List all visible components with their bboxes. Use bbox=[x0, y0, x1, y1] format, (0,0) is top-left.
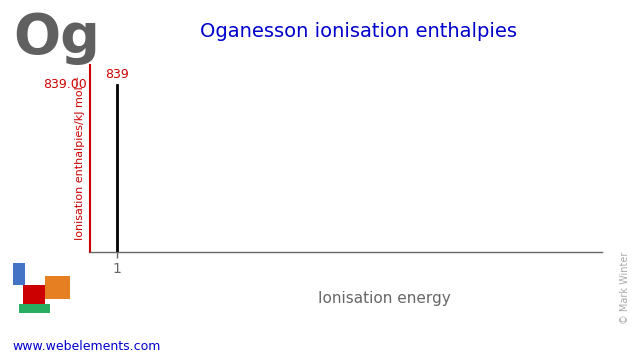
Y-axis label: Ionisation enthalpies/kJ mol⁻¹: Ionisation enthalpies/kJ mol⁻¹ bbox=[76, 76, 85, 240]
Bar bbox=[19, 304, 51, 314]
Text: 839: 839 bbox=[105, 68, 129, 81]
Text: 839.00: 839.00 bbox=[44, 78, 87, 91]
Text: www.webelements.com: www.webelements.com bbox=[13, 340, 161, 353]
Text: © Mark Winter: © Mark Winter bbox=[620, 252, 630, 324]
Text: Oganesson ionisation enthalpies: Oganesson ionisation enthalpies bbox=[200, 22, 517, 41]
Bar bbox=[45, 276, 70, 299]
Bar bbox=[23, 285, 45, 308]
Text: Og: Og bbox=[13, 11, 100, 65]
Text: Ionisation energy: Ionisation energy bbox=[317, 291, 451, 306]
Bar bbox=[13, 263, 26, 285]
